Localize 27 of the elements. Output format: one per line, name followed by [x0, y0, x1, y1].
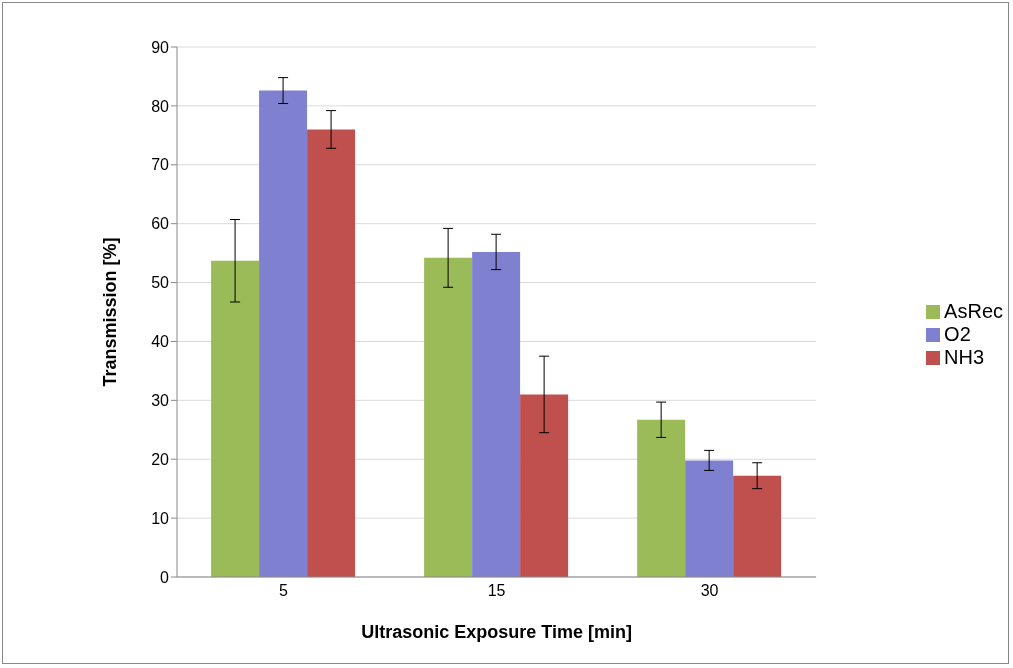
y-tick-label: 70 [151, 156, 170, 174]
bar [307, 129, 356, 577]
bar [685, 460, 734, 577]
bar [637, 419, 686, 577]
legend-label: NH3 [944, 345, 985, 368]
y-tick-label: 50 [151, 274, 170, 292]
y-tick-label: 60 [151, 215, 170, 233]
y-tick-label: 80 [151, 97, 170, 115]
bar [211, 260, 260, 577]
legend-label: AsRec [944, 299, 1003, 322]
bar [733, 475, 782, 577]
y-tick-label: 40 [151, 333, 170, 351]
y-tick-label: 30 [151, 392, 170, 410]
bar [520, 394, 569, 577]
legend-label: O2 [944, 322, 971, 345]
x-tick-label: 5 [279, 582, 289, 600]
y-tick-label: 90 [151, 38, 170, 56]
x-tick-label: 30 [700, 582, 719, 600]
y-tick-label: 10 [151, 509, 170, 527]
bar [424, 257, 473, 577]
x-tick-label: 15 [487, 582, 506, 600]
y-tick-label: 20 [151, 450, 170, 468]
y-tick-label: 0 [160, 568, 170, 586]
y-axis-title: Transmission [%] [100, 237, 121, 387]
bar [259, 90, 308, 577]
x-axis-title: Ultrasonic Exposure Time [min] [361, 622, 632, 642]
bar [472, 251, 521, 577]
